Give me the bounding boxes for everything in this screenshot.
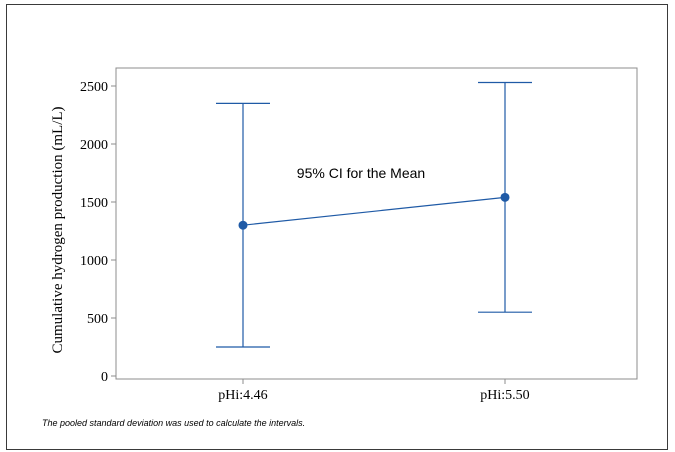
- y-tick-label: 1000: [80, 254, 108, 269]
- y-tick-label: 1500: [80, 196, 108, 211]
- y-tick-label: 500: [87, 312, 108, 327]
- x-tick-label: pHi:5.50: [480, 388, 529, 403]
- mean-point: [238, 220, 248, 230]
- y-axis-ticks: 0 500 1000 1500 2000 2500: [80, 80, 116, 385]
- mean-connect-line: [242, 196, 506, 226]
- confidence-intervals: [216, 81, 532, 348]
- y-tick-label: 2500: [80, 80, 108, 95]
- plot-area: [115, 67, 638, 380]
- footnote: The pooled standard deviation was used t…: [42, 418, 306, 428]
- mean-point: [500, 192, 510, 202]
- x-axis-ticks: pHi:4.46 pHi:5.50: [218, 379, 530, 403]
- y-axis-label: Cumulative hydrogen production (mL/L): [50, 106, 66, 353]
- x-tick-label: pHi:4.46: [218, 388, 267, 403]
- y-tick-label: 2000: [80, 138, 108, 153]
- annotation-label: 95% CI for the Mean: [297, 165, 425, 181]
- y-tick-label: 0: [101, 370, 108, 385]
